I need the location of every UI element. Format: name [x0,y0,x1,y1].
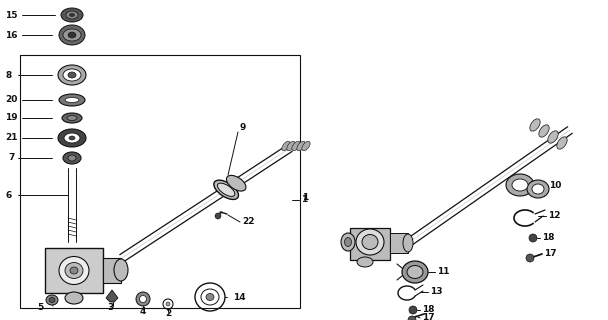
Ellipse shape [70,267,78,274]
Text: 19: 19 [5,114,18,123]
Ellipse shape [403,234,413,252]
Ellipse shape [139,295,147,302]
Ellipse shape [407,266,423,278]
Ellipse shape [64,133,80,143]
Ellipse shape [292,141,300,151]
Ellipse shape [527,180,549,198]
Ellipse shape [59,94,85,106]
Ellipse shape [65,98,79,102]
Ellipse shape [530,119,540,131]
Ellipse shape [63,29,81,41]
Text: 20: 20 [5,95,18,105]
Ellipse shape [58,129,86,147]
Text: 11: 11 [437,268,449,276]
Ellipse shape [297,141,305,151]
Text: 1: 1 [302,194,308,203]
Ellipse shape [402,261,428,283]
Ellipse shape [69,136,75,140]
Ellipse shape [282,141,290,151]
Circle shape [408,316,416,320]
Ellipse shape [67,116,77,121]
Text: 9: 9 [240,124,246,132]
Ellipse shape [68,32,76,38]
Ellipse shape [557,137,567,149]
Text: 3: 3 [107,303,113,313]
Ellipse shape [69,13,75,17]
Ellipse shape [302,141,310,151]
Bar [20,55,300,308]
Text: 7: 7 [8,154,15,163]
Ellipse shape [61,8,83,22]
Ellipse shape [532,184,544,194]
Ellipse shape [548,131,558,143]
Polygon shape [106,290,118,302]
Ellipse shape [287,141,295,151]
Ellipse shape [166,302,170,306]
Ellipse shape [506,174,534,196]
Text: 1: 1 [301,196,307,204]
Ellipse shape [46,295,58,305]
Circle shape [215,213,221,219]
Circle shape [529,234,537,242]
Circle shape [526,254,534,262]
Ellipse shape [362,235,378,250]
Ellipse shape [66,11,78,19]
Ellipse shape [59,257,89,284]
Circle shape [409,306,417,314]
Ellipse shape [512,179,528,191]
Text: 4: 4 [140,307,147,316]
Text: 15: 15 [5,11,18,20]
Text: 17: 17 [422,314,435,320]
Text: 14: 14 [233,292,246,301]
Ellipse shape [356,229,384,255]
Text: 21: 21 [5,133,18,142]
Ellipse shape [63,69,81,81]
Ellipse shape [63,152,81,164]
Ellipse shape [68,72,76,78]
Ellipse shape [357,257,373,267]
Text: 16: 16 [5,30,18,39]
Text: 8: 8 [5,70,12,79]
Ellipse shape [345,237,351,246]
Text: 13: 13 [430,287,443,297]
Text: 2: 2 [165,309,171,318]
Ellipse shape [58,65,86,85]
Text: 12: 12 [548,212,561,220]
Ellipse shape [114,259,128,281]
Bar [103,258,121,283]
Ellipse shape [49,298,55,302]
Ellipse shape [539,125,549,137]
Ellipse shape [62,113,82,123]
Text: 5: 5 [37,303,43,313]
Ellipse shape [59,25,85,45]
Bar [45,248,103,293]
Text: 6: 6 [5,190,12,199]
Ellipse shape [214,180,238,199]
Ellipse shape [136,292,150,306]
Bar [350,228,390,260]
Text: 10: 10 [549,181,561,190]
Ellipse shape [68,155,76,161]
Text: 18: 18 [542,234,554,243]
Ellipse shape [65,292,83,304]
Ellipse shape [218,183,235,196]
Text: 18: 18 [422,306,435,315]
Ellipse shape [206,293,214,300]
Text: 17: 17 [544,250,557,259]
Ellipse shape [65,262,83,278]
Bar [390,233,408,253]
Text: 22: 22 [242,218,255,227]
Ellipse shape [341,233,355,251]
Ellipse shape [226,175,246,191]
